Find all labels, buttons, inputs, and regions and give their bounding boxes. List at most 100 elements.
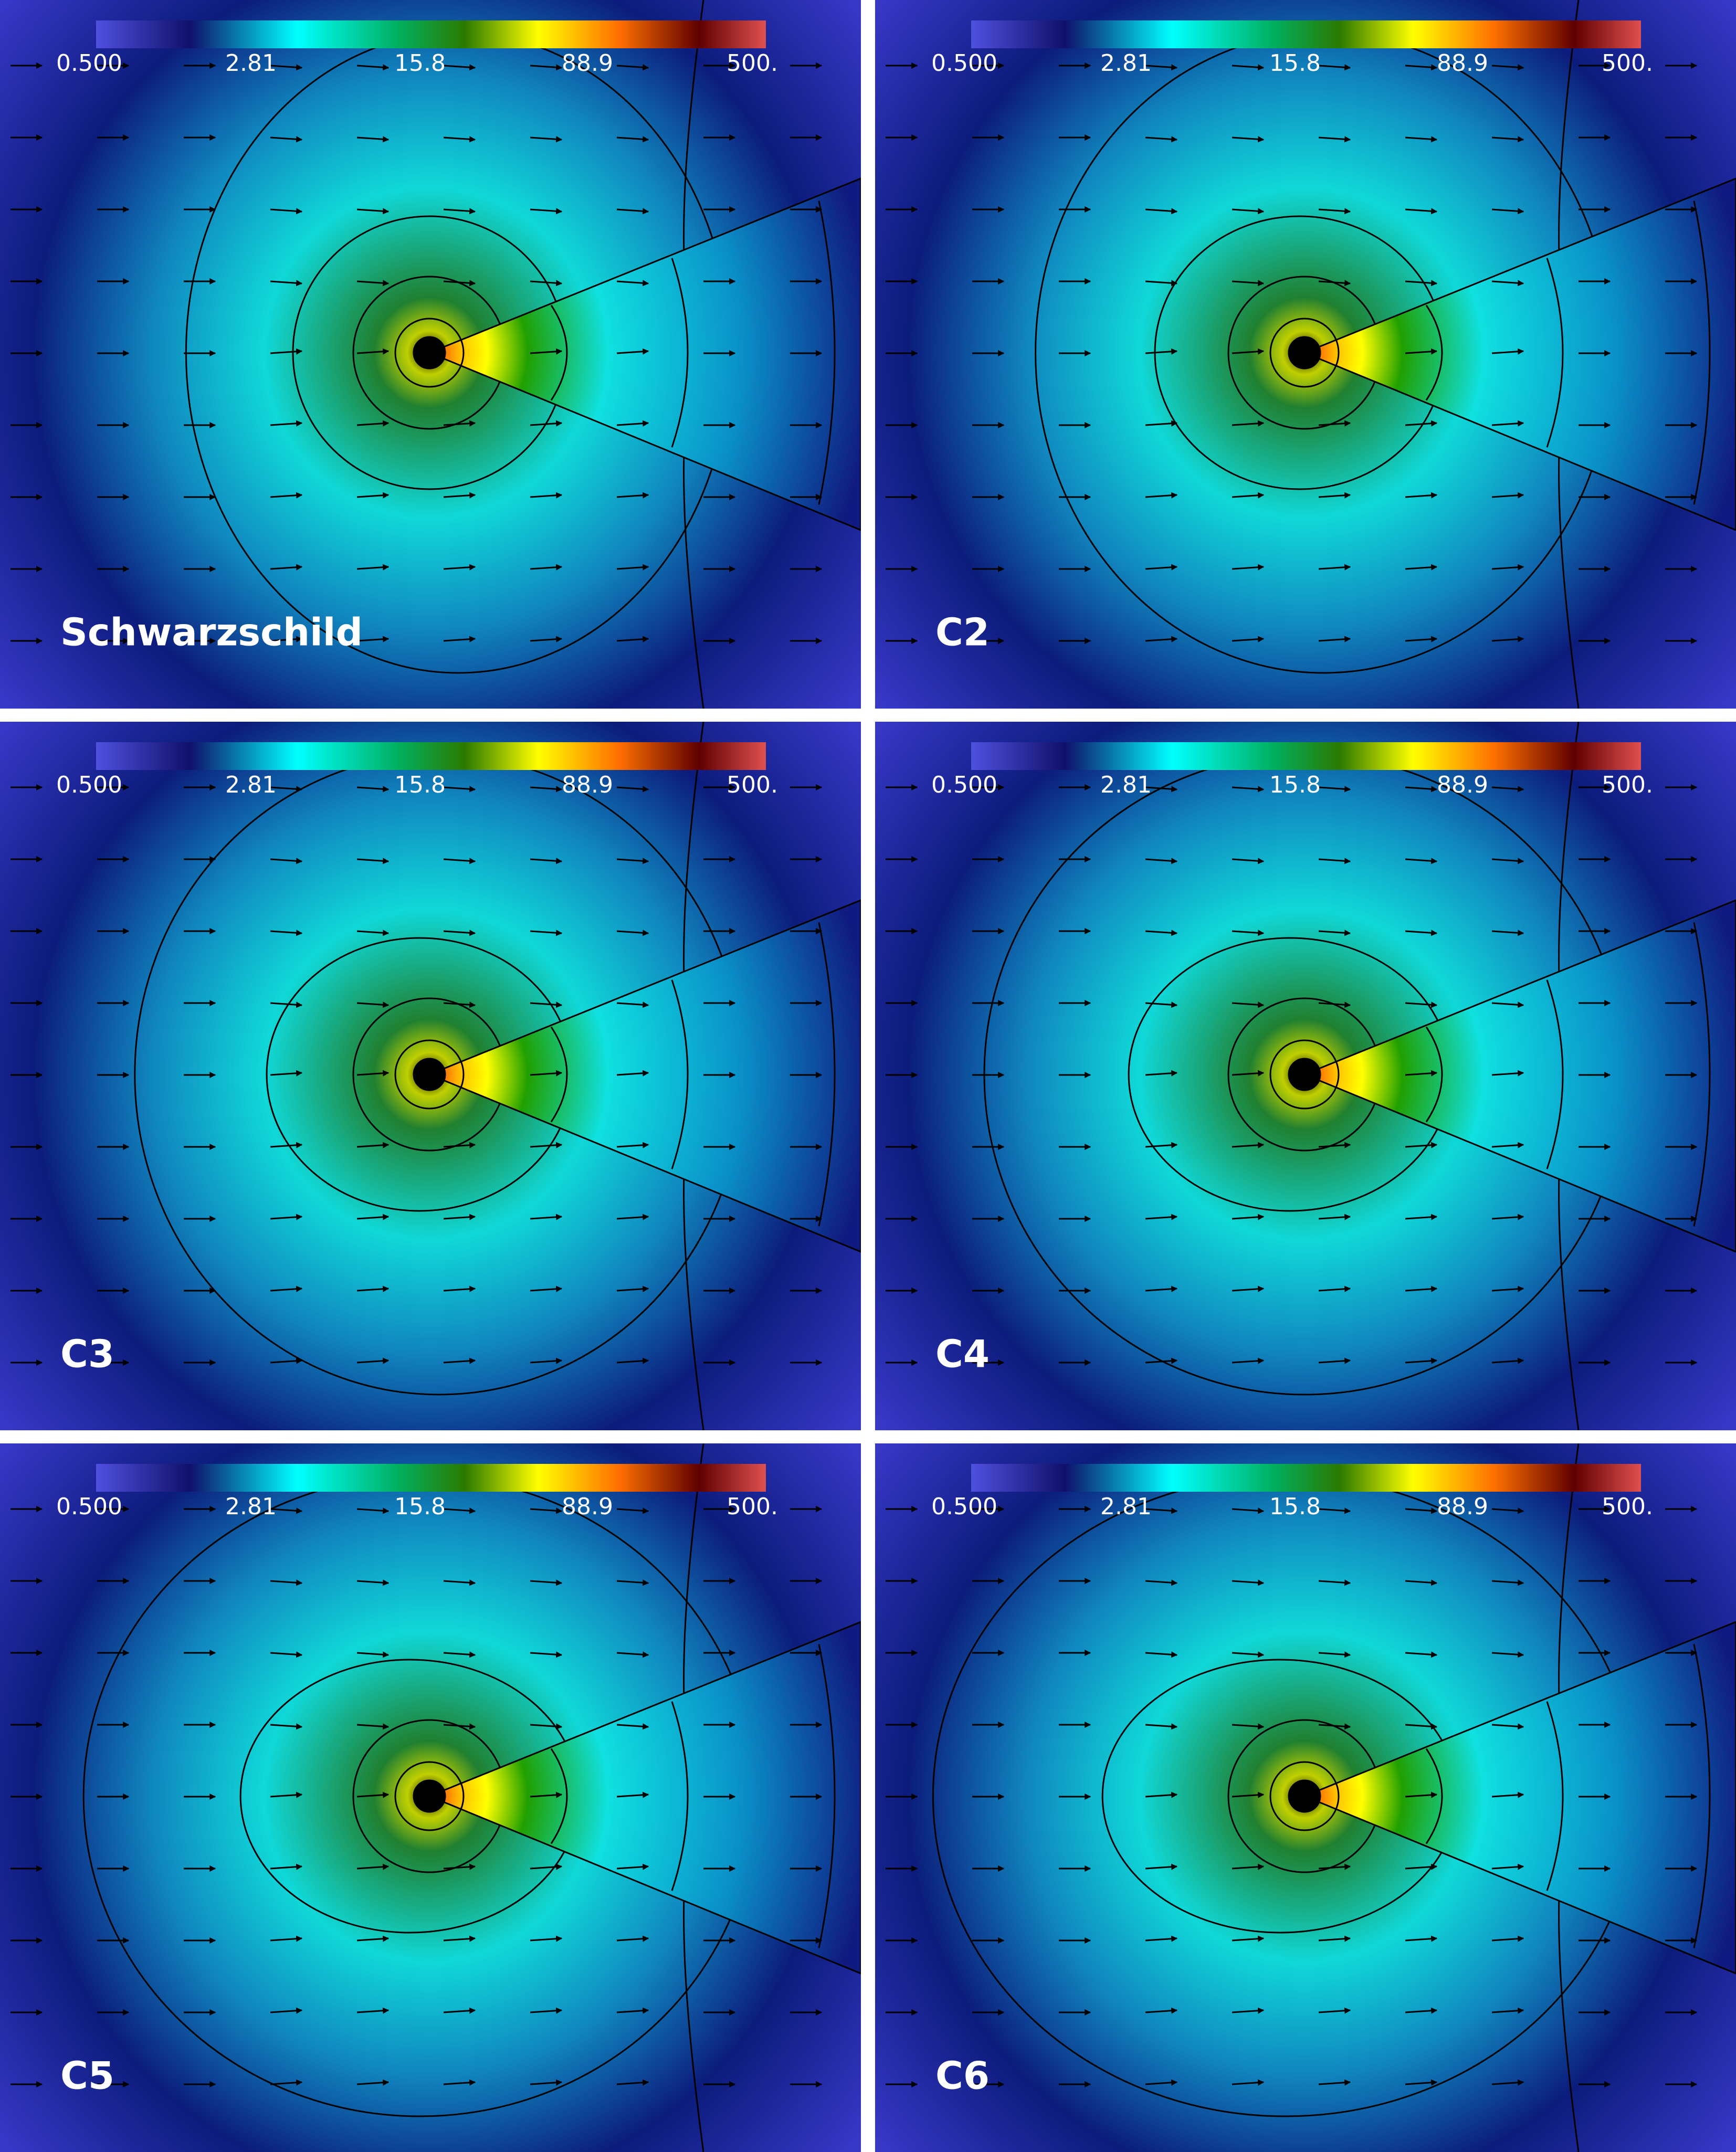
velocity-arrow xyxy=(616,1863,649,1870)
velocity-arrow xyxy=(356,280,390,287)
velocity-arrow xyxy=(1318,2079,1351,2086)
velocity-arrow xyxy=(1491,420,1524,427)
velocity-arrow xyxy=(1491,280,1524,287)
velocity-arrow xyxy=(270,564,303,571)
velocity-arrow xyxy=(356,1507,390,1514)
velocity-arrow xyxy=(530,858,563,864)
colorbar-tick-label: 0.500 xyxy=(56,772,122,798)
contour xyxy=(1425,304,1443,401)
velocity-arrow xyxy=(443,2007,476,2014)
velocity-arrow xyxy=(1318,1001,1351,1008)
velocity-arrow xyxy=(1405,564,1438,571)
velocity-arrow xyxy=(1405,136,1438,143)
velocity-arrow xyxy=(356,1935,390,1942)
velocity-arrow xyxy=(1491,348,1524,355)
velocity-arrow xyxy=(530,1357,563,1364)
panel-content xyxy=(875,1443,1736,2152)
velocity-arrow xyxy=(1232,1863,1265,1870)
colorbar-tick-label: 500. xyxy=(1602,50,1653,77)
velocity-arrow xyxy=(530,1070,563,1077)
velocity-arrow xyxy=(616,1723,649,1730)
velocity-arrow xyxy=(443,1214,476,1220)
velocity-arrow xyxy=(1491,64,1524,71)
velocity-arrow xyxy=(443,564,476,571)
velocity-arrow xyxy=(1232,1651,1265,1658)
velocity-arrow xyxy=(1318,1579,1351,1586)
velocity-arrow xyxy=(1491,1214,1524,1220)
velocity-arrow xyxy=(530,1723,563,1730)
velocity-arrow xyxy=(1318,1285,1351,1292)
contour xyxy=(671,258,689,448)
velocity-arrow xyxy=(356,2079,390,2086)
velocity-arrow xyxy=(1145,1001,1178,1008)
velocity-arrow xyxy=(1232,64,1265,71)
velocity-arrow xyxy=(1405,2079,1438,2086)
velocity-arrow xyxy=(1232,1285,1265,1292)
contour xyxy=(394,1761,465,1831)
colorbar-tick-label: 0.500 xyxy=(931,1493,997,1520)
panel-content xyxy=(0,1443,861,2152)
velocity-arrow xyxy=(616,348,649,355)
velocity-arrow xyxy=(270,492,303,499)
velocity-arrow xyxy=(356,1651,390,1658)
velocity-arrow xyxy=(1232,858,1265,864)
velocity-arrow xyxy=(530,208,563,215)
velocity-arrow xyxy=(1145,636,1178,642)
contour xyxy=(1288,1779,1321,1813)
velocity-arrow xyxy=(1232,1507,1265,1514)
velocity-arrow xyxy=(270,636,303,642)
velocity-arrow xyxy=(1318,564,1351,571)
velocity-arrow xyxy=(1145,1214,1178,1220)
velocity-arrow xyxy=(356,1723,390,1730)
velocity-arrow xyxy=(443,1651,476,1658)
velocity-arrow xyxy=(1405,930,1438,936)
velocity-arrow xyxy=(1405,420,1438,427)
colorbar-tick-label: 88.9 xyxy=(562,50,613,77)
velocity-arrow xyxy=(1318,64,1351,71)
contour xyxy=(550,1748,568,1844)
colorbar xyxy=(971,20,1641,48)
colorbar-tick-label: 15.8 xyxy=(1269,50,1321,77)
velocity-arrow xyxy=(1232,1579,1265,1586)
colorbar-tick-label: 500. xyxy=(1602,772,1653,798)
velocity-arrow xyxy=(356,64,390,71)
velocity-arrow xyxy=(1145,1863,1178,1870)
velocity-arrow xyxy=(1405,636,1438,642)
velocity-arrow xyxy=(443,136,476,143)
velocity-arrow xyxy=(1405,64,1438,71)
velocity-arrow xyxy=(443,208,476,215)
colorbar-tick-label: 500. xyxy=(727,1493,778,1520)
velocity-arrow xyxy=(356,136,390,143)
velocity-arrow xyxy=(356,1357,390,1364)
contour xyxy=(818,922,836,1227)
velocity-arrow xyxy=(616,564,649,571)
velocity-arrow xyxy=(356,420,390,427)
velocity-arrow xyxy=(443,930,476,936)
velocity-arrow xyxy=(1318,1357,1351,1364)
velocity-arrow xyxy=(270,930,303,936)
velocity-arrow xyxy=(616,786,649,793)
velocity-arrow xyxy=(530,2079,563,2086)
velocity-arrow xyxy=(443,1723,476,1730)
contour xyxy=(1693,201,1711,505)
velocity-arrow xyxy=(1318,420,1351,427)
velocity-arrow xyxy=(443,1935,476,1942)
colorbar-tick-label: 500. xyxy=(727,50,778,77)
velocity-arrow xyxy=(1491,2079,1524,2086)
contour xyxy=(1693,922,1711,1227)
velocity-arrow xyxy=(1491,1142,1524,1148)
velocity-arrow xyxy=(1405,492,1438,499)
velocity-arrow xyxy=(616,1507,649,1514)
velocity-arrow xyxy=(1232,1001,1265,1008)
velocity-arrow xyxy=(443,1507,476,1514)
velocity-arrow xyxy=(443,786,476,793)
velocity-arrow xyxy=(270,1214,303,1220)
velocity-arrow xyxy=(443,2079,476,2086)
velocity-arrow xyxy=(1232,1935,1265,1942)
velocity-arrow xyxy=(616,492,649,499)
contour xyxy=(1288,1058,1321,1091)
velocity-arrow xyxy=(616,1285,649,1292)
colorbar xyxy=(96,742,766,770)
velocity-arrow xyxy=(270,2079,303,2086)
velocity-arrow xyxy=(1145,420,1178,427)
